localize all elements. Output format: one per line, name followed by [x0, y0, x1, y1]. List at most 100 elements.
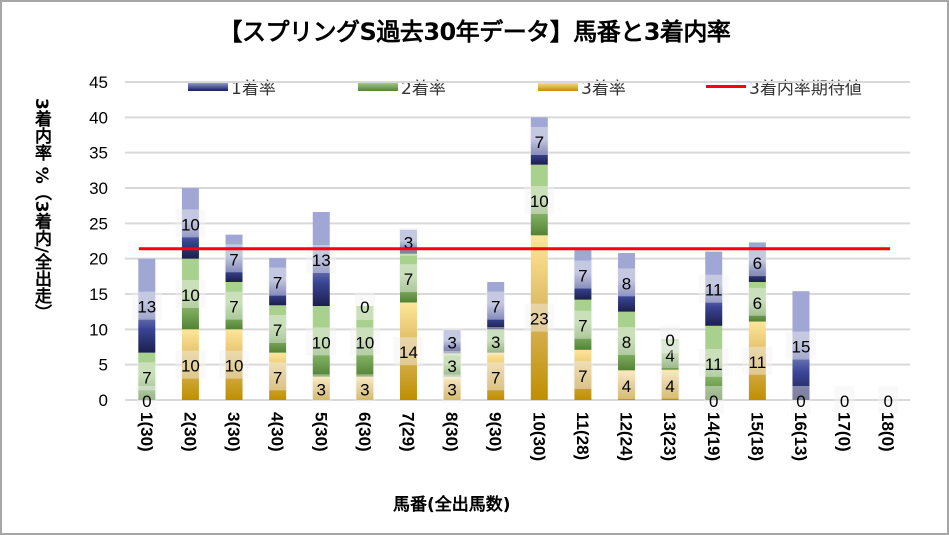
- x-tick-label: 18(0): [878, 412, 897, 452]
- data-label: 10: [530, 192, 549, 211]
- data-label: 3: [447, 380, 456, 399]
- data-label-bg: [616, 268, 637, 297]
- bar-segment: [661, 339, 679, 370]
- data-label: 0: [796, 392, 805, 411]
- data-label-bg: [311, 374, 332, 403]
- data-label: 0: [665, 331, 674, 350]
- data-label: 7: [578, 267, 587, 286]
- bar-segment: [574, 349, 592, 400]
- data-label: 15: [792, 338, 811, 357]
- bar-segment: [225, 329, 243, 400]
- data-label-bg: [834, 386, 855, 414]
- x-tick-label: 1(30): [137, 412, 156, 452]
- legend-label-3rd: 3着率: [581, 79, 626, 99]
- data-label-bg: [703, 386, 724, 414]
- data-label: 3: [491, 333, 500, 352]
- data-label-bg: [306, 327, 337, 356]
- bar-segment: [138, 352, 156, 400]
- legend-item-3rd: 3着率: [538, 74, 626, 99]
- y-tick-label: 25: [89, 214, 108, 233]
- data-label: 3: [447, 334, 456, 353]
- data-label: 7: [491, 298, 500, 317]
- data-label-bg: [349, 327, 380, 356]
- legend-swatch-expected: [706, 85, 746, 88]
- x-tick-label: 13(23): [660, 412, 679, 461]
- bar-segment: [443, 353, 461, 377]
- data-label-bg: [485, 326, 506, 355]
- legend-item-2nd: 2着率: [358, 74, 446, 99]
- bar-segment: [356, 306, 374, 377]
- x-tick-label: 16(13): [791, 412, 810, 461]
- bar-segment: [487, 281, 505, 330]
- y-tick-label: 5: [99, 356, 108, 375]
- legend-swatch-2nd: [358, 82, 398, 91]
- x-tick-label: 2(30): [180, 412, 199, 452]
- bar-segment: [356, 376, 374, 400]
- bar-segment: [574, 299, 592, 350]
- data-label: 7: [578, 367, 587, 386]
- x-tick-label: 8(30): [442, 412, 461, 452]
- data-label: 4: [665, 346, 674, 365]
- data-label: 7: [535, 133, 544, 152]
- bar-segment: [530, 164, 548, 236]
- bar-segment: [181, 258, 199, 330]
- data-label-bg: [524, 186, 555, 215]
- data-label-bg: [267, 314, 288, 343]
- bar-segment: [225, 234, 243, 282]
- data-label-bg: [747, 287, 768, 316]
- legend-swatch-3rd: [538, 82, 578, 91]
- x-tick-label: 17(0): [835, 412, 854, 452]
- data-label-bg: [354, 292, 375, 321]
- bar-segment: [618, 253, 636, 312]
- data-label-bg: [572, 310, 593, 339]
- data-label: 3: [404, 234, 413, 253]
- data-label: 14: [399, 343, 418, 362]
- bar-segment: [181, 329, 199, 400]
- data-label: 7: [229, 298, 238, 317]
- data-label: 7: [142, 368, 151, 387]
- data-label-bg: [485, 362, 506, 391]
- data-label: 10: [355, 333, 374, 352]
- data-label-bg: [136, 362, 157, 391]
- data-label: 10: [181, 286, 200, 305]
- data-label-bg: [442, 351, 463, 380]
- data-label-bg: [660, 370, 681, 399]
- bar-segment: [312, 212, 330, 307]
- data-label-bg: [224, 244, 245, 273]
- data-label-bg: [698, 348, 729, 377]
- bar-segment: [269, 305, 287, 353]
- data-label: 6: [753, 294, 762, 313]
- data-label-bg: [616, 371, 637, 400]
- data-label-bg: [354, 374, 375, 403]
- data-label-bg: [175, 280, 206, 308]
- data-label: 11: [749, 353, 767, 372]
- legend-swatch-1st: [188, 82, 228, 91]
- y-tick-label: 30: [89, 179, 108, 198]
- data-label: 4: [665, 377, 674, 396]
- data-label-bg: [572, 360, 593, 389]
- data-label: 10: [181, 357, 200, 376]
- data-label-bg: [442, 327, 463, 356]
- x-tick-label: 10(30): [529, 412, 548, 461]
- data-label: 10: [225, 357, 244, 376]
- data-label: 7: [404, 270, 413, 289]
- bar-segment: [618, 370, 636, 400]
- data-label-bg: [572, 260, 593, 289]
- data-label-bg: [878, 386, 899, 414]
- data-label: 7: [273, 368, 282, 387]
- bar-segment: [269, 352, 287, 400]
- data-label: 3: [317, 380, 326, 399]
- x-tick-label: 14(19): [704, 412, 723, 461]
- data-label-bg: [785, 331, 816, 360]
- data-label-bg: [660, 340, 681, 369]
- data-label: 7: [578, 317, 587, 336]
- bar-segment: [312, 306, 330, 377]
- data-label: 10: [312, 333, 331, 352]
- y-tick-label: 0: [99, 391, 108, 410]
- data-label-bg: [175, 209, 206, 238]
- y-axis-title: 3着内率 %（3着内/全出走）: [31, 98, 51, 321]
- y-tick-label: 35: [89, 144, 108, 163]
- bar-segment: [312, 376, 330, 400]
- bar-segment: [181, 188, 199, 259]
